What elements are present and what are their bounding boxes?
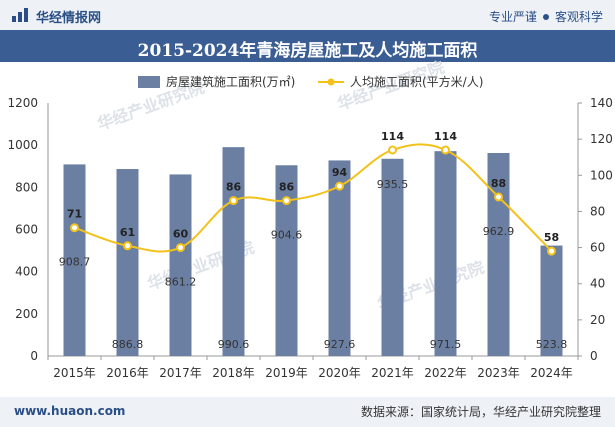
tag-rigorous: 专业严谨 [488,10,537,24]
y-left-tick-label: 600 [15,223,38,237]
website-link[interactable]: www.huaon.com [14,404,126,418]
y-right-tick-label: 100 [590,168,613,182]
line-series-path [74,143,553,253]
tag-objective: 客观科学 [554,10,603,24]
brand-logo-icon [12,8,28,22]
line-value-label: 58 [544,231,559,244]
x-tick-label: 2017年 [159,366,202,380]
y-right-tick-label: 20 [590,313,605,327]
chart-title: 2015-2024年青海房屋施工及人均施工面积 [137,41,478,61]
y-right-tick-label: 60 [590,241,605,255]
brand-name: 华经情报网 [36,11,102,26]
y-right-tick-label: 120 [590,132,613,146]
line-point [282,196,291,206]
line-point [123,241,132,251]
x-tick-label: 2020年 [318,366,361,380]
x-tick-label: 2022年 [424,366,467,380]
line-value-label: 94 [332,166,348,179]
data-source: 数据来源：国家统计局，华经产业研究院整理 [360,405,601,419]
line-value-label: 86 [279,181,295,194]
line-value-label: 60 [173,228,189,241]
bar [63,164,86,356]
bar [275,165,298,356]
bar-value-label: 904.6 [271,229,303,242]
y-right-tick-label: 80 [590,204,605,218]
legend-bar-swatch [138,76,160,88]
line-point [388,145,397,155]
bar-value-label: 523.8 [536,338,568,351]
bar [434,151,457,356]
header-bar: 华经情报网 专业严谨 客观科学 [0,0,615,30]
bar-value-label: 962.9 [483,225,515,238]
x-tick-label: 2023年 [477,366,520,380]
x-tick-label: 2015年 [53,366,96,380]
line-value-label: 114 [434,130,457,143]
line-point [176,243,185,253]
bar-value-label: 990.6 [218,338,250,351]
bar [381,158,404,356]
x-tick-label: 2024年 [530,366,573,380]
bar [222,147,245,356]
x-tick-label: 2016年 [106,366,149,380]
x-tick-label: 2019年 [265,366,308,380]
y-right-tick-label: 0 [590,349,598,363]
bar-value-label: 971.5 [430,338,462,351]
bar-value-label: 927.6 [324,338,356,351]
bar [540,245,563,356]
bar-value-label: 935.5 [377,178,409,191]
bar-value-label: 908.7 [59,256,91,269]
legend-line-marker [327,78,335,86]
title-bar [0,30,615,62]
legend-line-label: 人均施工面积(平方米/人) [350,74,483,89]
line-point [547,246,556,256]
bar [328,160,351,356]
line-value-label: 114 [381,130,404,143]
y-left-tick-label: 400 [15,265,38,279]
y-left-tick-label: 0 [30,349,38,363]
x-tick-label: 2018年 [212,366,255,380]
legend-bar-label: 房屋建筑施工面积(万㎡) [166,74,295,89]
bar-value-label: 886.8 [112,338,144,351]
line-point [441,145,450,155]
footer-bar [0,397,615,427]
y-right-tick-label: 140 [590,96,613,110]
line-point [494,192,503,202]
x-tick-label: 2021年 [371,366,414,380]
y-right-tick-label: 40 [590,277,605,291]
bar-value-label: 861.2 [165,276,197,289]
tag-separator-icon [542,13,549,20]
header-tags: 专业严谨 客观科学 [489,8,603,25]
y-left-tick-label: 200 [15,307,38,321]
line-value-label: 61 [120,226,135,239]
bar [116,169,139,356]
line-value-label: 88 [491,177,506,190]
bar [169,174,192,356]
line-value-label: 86 [226,181,242,194]
line-point [229,196,238,206]
y-left-tick-label: 1000 [7,138,38,152]
bar [487,152,510,356]
line-point [70,223,79,233]
y-left-tick-label: 1200 [7,96,38,110]
y-left-tick-label: 800 [15,180,38,194]
line-point [335,181,344,191]
line-value-label: 71 [67,208,82,221]
